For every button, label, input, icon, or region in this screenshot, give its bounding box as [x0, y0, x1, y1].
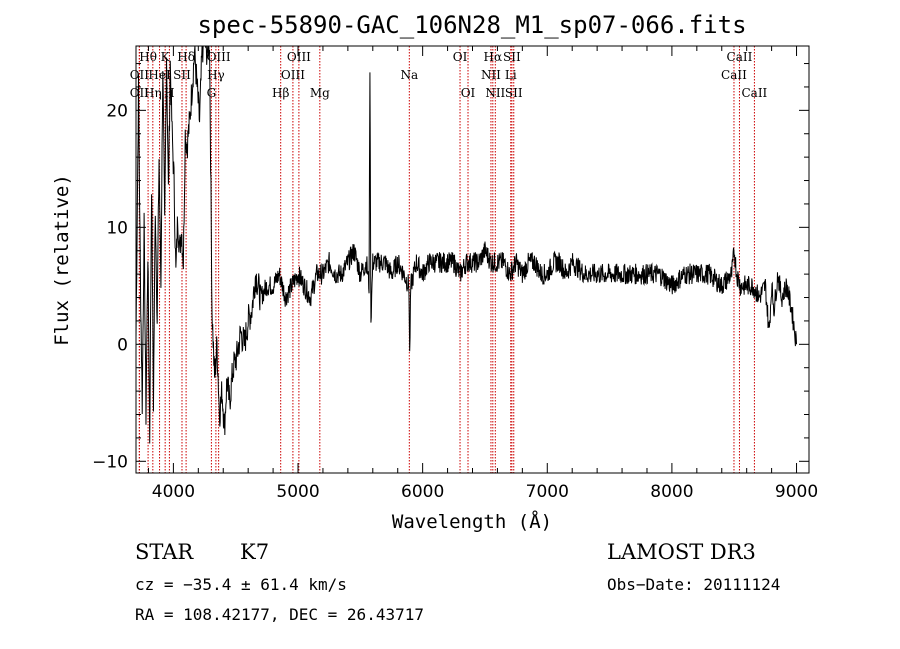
x-tick-label: 8000 [650, 482, 693, 502]
spectral-line-label: OIII [207, 50, 231, 64]
spectral-line-label: CaII [721, 68, 747, 82]
x-tick-label: 4000 [152, 482, 195, 502]
spectral-line-label: OIII [281, 68, 305, 82]
object-class: STAR [135, 540, 194, 564]
spectral-line-label: Li [505, 68, 517, 82]
x-tick-label: 5000 [276, 482, 319, 502]
spectral-line-label: HeI [148, 68, 171, 82]
spectral-line-label: CaII [741, 86, 767, 100]
y-tick-label: 0 [117, 335, 128, 355]
spectral-line-label: G [207, 86, 217, 100]
spectral-line-label: OII [130, 86, 150, 100]
spectral-line-label: Hβ [272, 86, 289, 100]
x-axis-ticks: 4000 5000 6000 7000 8000 9000 [147, 46, 818, 502]
spectral-line-label: SII [503, 50, 521, 64]
spectral-line-label: SII [173, 68, 191, 82]
object-subclass: K7 [240, 540, 269, 564]
spectral-line-label: NII [481, 68, 501, 82]
spectrum-series [135, 45, 798, 444]
spectral-line-label: Hη [144, 86, 162, 100]
redshift-readout: cz = −35.4 ± 61.4 km/s [135, 575, 347, 594]
spectral-line-label: OIII [287, 50, 311, 64]
spectral-line-label: Mg [310, 86, 330, 100]
spectral-line-label: Hδ [177, 50, 195, 64]
survey-name: LAMOST DR3 [607, 540, 756, 564]
spectral-line-label: Hα [484, 50, 503, 64]
spectral-line-label: Na [400, 68, 418, 82]
spectral-line-label: Hγ [207, 68, 225, 82]
spectrum-line [135, 45, 798, 444]
spectral-line-label: CaII [727, 50, 753, 64]
spectral-line-label: K [161, 50, 171, 64]
x-tick-label: 6000 [401, 482, 444, 502]
y-tick-label: −10 [92, 452, 128, 472]
coordinates: RA = 108.42177, DEC = 26.43717 [135, 605, 424, 624]
spectral-line-label: OI [461, 86, 476, 100]
x-tick-label: 7000 [526, 482, 569, 502]
chart-title: spec-55890-GAC_106N28_M1_sp07-066.fits [197, 11, 746, 39]
y-tick-label: 10 [106, 218, 128, 238]
x-axis-label: Wavelength (Å) [392, 510, 552, 533]
spectral-line-label: NII [485, 86, 505, 100]
y-axis-ticks: −10 0 10 20 [92, 63, 809, 472]
spectral-line-label: SII [505, 86, 523, 100]
spectral-line-label: OII [130, 68, 150, 82]
x-tick-label: 9000 [775, 482, 818, 502]
spectral-line-label: OI [453, 50, 468, 64]
y-tick-label: 20 [106, 101, 128, 121]
spectral-line-label: Hθ [139, 50, 157, 64]
spectral-line-label: H [164, 86, 174, 100]
y-axis-label: Flux (relative) [51, 174, 73, 346]
spectral-line-markers [138, 46, 755, 473]
obs-date: Obs−Date: 20111124 [607, 575, 780, 594]
